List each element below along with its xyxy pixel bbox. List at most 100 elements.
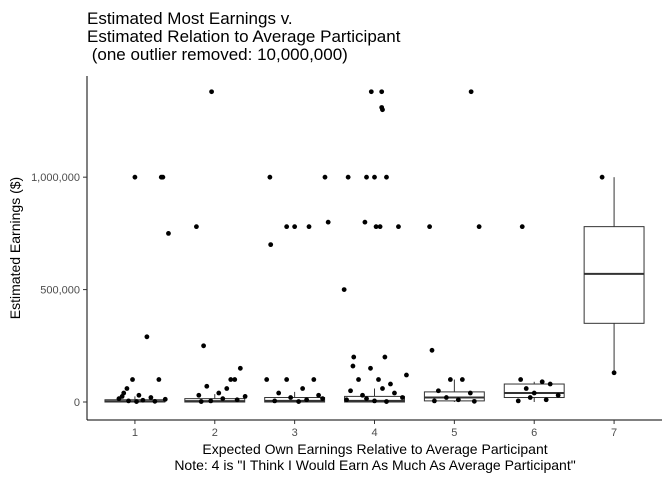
data-point	[555, 392, 561, 398]
data-point	[166, 230, 171, 236]
data-point	[300, 386, 306, 391]
x-axis-note: Note: 4 is "I Think I Would Earn As Much…	[174, 457, 575, 473]
data-point	[209, 89, 214, 95]
data-point	[515, 398, 521, 404]
data-point	[468, 89, 474, 95]
data-point	[519, 224, 525, 230]
y-axis-title: Estimated Earnings ($)	[7, 177, 23, 319]
data-point	[201, 343, 206, 349]
data-point	[599, 174, 605, 180]
data-point	[611, 370, 617, 376]
data-point	[388, 381, 393, 387]
data-point	[376, 377, 381, 382]
data-point	[373, 224, 379, 230]
data-point	[288, 395, 294, 400]
data-point	[476, 224, 482, 230]
data-point	[443, 395, 449, 400]
data-point	[232, 377, 238, 382]
data-point	[459, 377, 465, 382]
data-point	[316, 392, 321, 398]
data-point	[350, 363, 356, 369]
x-tick-label: 6	[531, 427, 537, 439]
data-point	[360, 392, 365, 398]
data-point	[156, 377, 162, 382]
y-tick-label: 1,000,000	[31, 172, 80, 184]
data-point	[467, 390, 473, 396]
box-body	[583, 226, 645, 324]
chart-title: Estimated Most Earnings v. Estimated Rel…	[87, 9, 401, 64]
box-7	[583, 177, 645, 373]
y-tick-label: 0	[74, 397, 80, 409]
data-point	[364, 396, 369, 402]
data-point	[216, 390, 222, 396]
data-point	[382, 354, 388, 360]
data-point	[311, 377, 317, 382]
data-point	[267, 174, 273, 180]
data-point	[351, 354, 357, 360]
y-axis-ticks: 0 500,000 1,000,000	[31, 172, 87, 409]
data-point	[284, 377, 290, 382]
chart-title-line: Estimated Most Earnings v.	[87, 9, 293, 28]
chart-title-line: (one outlier removed: 10,000,000)	[87, 45, 348, 64]
data-point	[539, 379, 545, 385]
data-point	[527, 395, 533, 400]
data-point	[306, 224, 312, 230]
data-point	[132, 174, 138, 180]
data-point	[455, 397, 461, 403]
data-point	[404, 372, 409, 378]
data-point	[518, 377, 524, 382]
data-point	[341, 287, 347, 292]
data-point	[130, 377, 135, 382]
data-point	[242, 393, 248, 399]
data-point	[268, 242, 274, 248]
data-point	[220, 396, 226, 402]
data-point	[136, 392, 142, 398]
data-point	[134, 399, 139, 404]
data-point	[228, 377, 234, 382]
data-point	[196, 392, 202, 398]
data-point	[234, 397, 240, 403]
data-point	[140, 397, 146, 403]
data-point	[345, 174, 351, 180]
data-point	[531, 390, 537, 396]
data-point	[447, 377, 453, 382]
data-point	[119, 393, 125, 399]
x-tick-label: 7	[611, 427, 617, 439]
data-point	[152, 398, 158, 404]
data-point	[368, 89, 374, 95]
data-point	[208, 398, 214, 404]
x-tick-label: 2	[212, 427, 218, 439]
data-point	[543, 397, 549, 403]
data-point	[380, 386, 385, 391]
data-point	[523, 386, 529, 391]
x-tick-label: 1	[132, 427, 138, 439]
data-point	[272, 398, 278, 404]
data-point	[284, 224, 290, 230]
data-point	[362, 219, 368, 225]
data-point	[380, 107, 385, 113]
box-2	[184, 394, 246, 403]
data-point	[392, 390, 397, 396]
x-tick-label: 4	[371, 427, 377, 439]
data-point	[364, 174, 369, 180]
data-point	[296, 399, 302, 404]
data-point	[400, 395, 405, 400]
data-point	[547, 381, 553, 387]
data-point	[126, 398, 131, 404]
y-tick-label: 500,000	[40, 285, 80, 297]
data-point	[194, 224, 199, 230]
data-point	[124, 386, 130, 391]
chart-title-line: Estimated Relation to Average Participan…	[87, 27, 401, 46]
data-point	[264, 377, 270, 382]
data-point	[292, 224, 298, 230]
box-5	[423, 379, 485, 403]
data-point	[160, 174, 166, 180]
data-point	[431, 398, 437, 404]
data-point	[356, 377, 361, 382]
x-axis-title: Expected Own Earnings Relative to Averag…	[202, 441, 547, 457]
data-point	[276, 390, 282, 396]
data-point	[379, 89, 385, 95]
data-point	[320, 396, 325, 402]
data-point	[344, 397, 349, 403]
